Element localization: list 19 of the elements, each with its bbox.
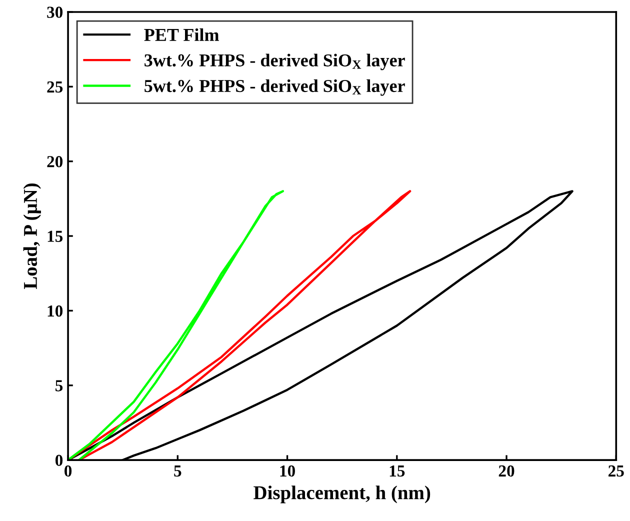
x-tick-label: 15 [390, 465, 405, 477]
y-tick-label: 20 [47, 156, 63, 168]
legend-label: PET Film [144, 28, 219, 41]
x-tick-label: 5 [174, 466, 182, 477]
x-tick-label: 25 [608, 465, 624, 477]
x-tick-label: 0 [64, 465, 72, 477]
y-tick-label: 5 [56, 380, 63, 392]
x-tick-label: 10 [280, 465, 295, 477]
y-axis-title: Load, P (μN) [23, 184, 41, 289]
legend-label: 3wt.% PHPS - derived SiO$_{X}$ layer [144, 54, 405, 70]
legend-label: 5wt.% PHPS - derived SiO$_{X}$ layer [144, 79, 405, 96]
y-tick-label: 0 [55, 454, 63, 466]
x-tick-label: 20 [498, 465, 514, 477]
y-tick-label: 15 [48, 230, 63, 242]
y-tick-label: 30 [47, 6, 63, 18]
y-tick-label: 10 [48, 305, 63, 317]
x-axis-title: Displacement, h (nm) [254, 486, 430, 504]
line-series [68, 190, 284, 460]
y-tick-label: 25 [47, 81, 63, 93]
